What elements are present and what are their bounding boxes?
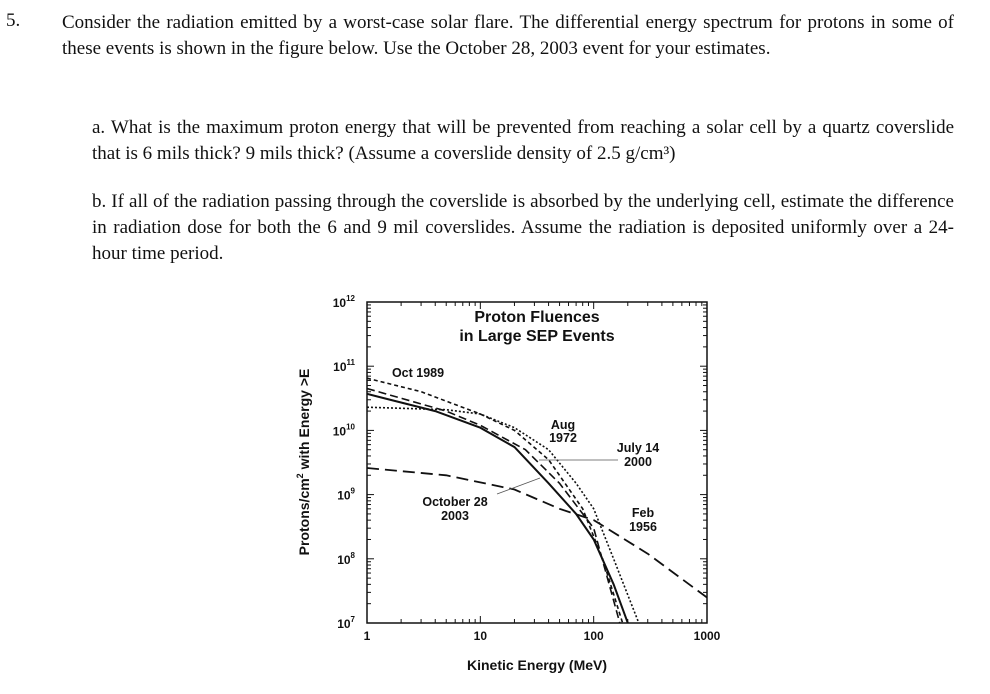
problem-number: 5.: [6, 10, 21, 31]
series-label: 1956: [629, 520, 657, 534]
series-label: 2003: [441, 509, 469, 523]
series-label: Oct 1989: [392, 366, 444, 380]
y-tick-label: 109: [337, 487, 355, 503]
series-line-feb-1956: [367, 467, 707, 599]
x-tick-label: 1: [364, 629, 371, 643]
problem-statement: Consider the radiation emitted by a wors…: [62, 12, 954, 59]
series-label: Aug: [551, 418, 575, 432]
chart-title: Proton Fluences: [474, 309, 599, 326]
leader-line: [496, 477, 541, 495]
series-label: July 14: [617, 441, 659, 455]
plot-frame: [366, 301, 708, 624]
x-tick-label: 1000: [694, 629, 721, 643]
y-tick-label: 1010: [333, 422, 356, 438]
y-tick-label: 107: [337, 615, 355, 631]
series-label: October 28: [422, 495, 487, 509]
series-line-july-14-2000: [367, 387, 621, 623]
series-line-aug-1972: [367, 406, 640, 623]
part-b: b. If all of the radiation passing throu…: [92, 191, 954, 264]
x-tick-label: 100: [584, 629, 604, 643]
y-tick-label: 1011: [333, 358, 355, 374]
part-a: a. What is the maximum proton energy tha…: [92, 117, 954, 164]
series-label: Feb: [632, 506, 655, 520]
y-tick-label: 1012: [333, 294, 356, 310]
y-tick-label: 108: [337, 551, 355, 567]
x-tick-label: 10: [474, 629, 488, 643]
series-label: 1972: [549, 431, 577, 445]
series-line-oct-1989: [367, 377, 624, 623]
series-line-october-28-2003: [367, 392, 629, 623]
y-axis-label: Protons/cm2 with Energy >E: [295, 369, 312, 556]
series-label: 2000: [624, 455, 652, 469]
chart-title: in Large SEP Events: [459, 328, 614, 345]
x-axis-label: Kinetic Energy (MeV): [467, 657, 607, 673]
